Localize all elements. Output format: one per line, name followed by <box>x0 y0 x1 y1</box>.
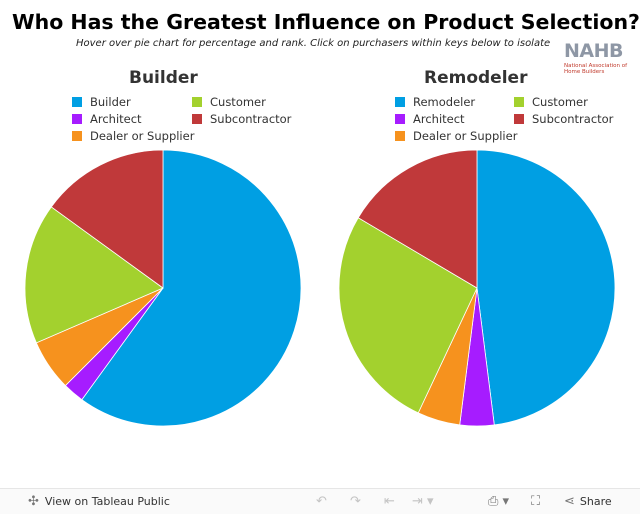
download-button[interactable]: ⎙ ▾ <box>488 489 509 514</box>
legend-swatch <box>395 131 405 141</box>
page-title: Who Has the Greatest Influence on Produc… <box>12 10 640 34</box>
legend-item-dealer[interactable]: Dealer or Supplier <box>72 129 194 143</box>
pie-slice-remodeler[interactable] <box>476 149 616 426</box>
revert-button[interactable]: ⇤ <box>384 489 395 514</box>
undo-icon: ↶ <box>316 494 327 509</box>
pie-charts <box>24 149 616 427</box>
legend-swatch <box>514 114 524 124</box>
legend-item-dealer[interactable]: Dealer or Supplier <box>395 129 517 143</box>
share-icon: ⋖ <box>564 494 575 509</box>
chart-title-remodeler: Remodeler <box>424 68 528 88</box>
download-icon: ⎙ ▾ <box>488 494 510 509</box>
legend-swatch <box>192 114 202 124</box>
legend-item-remodeler[interactable]: Remodeler <box>395 95 475 109</box>
tableau-toolbar: ✣ View on Tableau Public ↶ ↷ ⇤ ⇥ ▾ ⎙ ▾ ⛶… <box>0 488 640 514</box>
redo-icon: ↷ <box>350 494 361 509</box>
share-button[interactable]: ⋖ Share <box>564 494 612 509</box>
page-subtitle: Hover over pie chart for percentage and … <box>76 38 551 49</box>
legend-swatch <box>514 97 524 107</box>
redo-button[interactable]: ↷ <box>350 489 361 514</box>
legend-item-subcontractor[interactable]: Subcontractor <box>514 112 613 126</box>
pie-slice-subcontractor[interactable] <box>50 149 164 289</box>
view-on-tableau-link[interactable]: ✣ View on Tableau Public <box>28 494 170 509</box>
forward-icon: ⇥ ▾ <box>412 494 434 509</box>
legend-item-builder[interactable]: Builder <box>72 95 131 109</box>
legend-swatch <box>192 97 202 107</box>
pie-slice-customer[interactable] <box>24 206 164 344</box>
revert-icon: ⇤ <box>384 494 395 509</box>
forward-button[interactable]: ⇥ ▾ <box>412 489 434 514</box>
tableau-icon: ✣ <box>28 494 39 509</box>
legend-item-subcontractor[interactable]: Subcontractor <box>192 112 291 126</box>
legend-swatch <box>72 131 82 141</box>
legend-swatch <box>72 114 82 124</box>
pie-slice-builder[interactable] <box>81 149 302 427</box>
legend-item-architect[interactable]: Architect <box>395 112 465 126</box>
legend-swatch <box>72 97 82 107</box>
undo-button[interactable]: ↶ <box>316 489 327 514</box>
legend-item-customer[interactable]: Customer <box>514 95 588 109</box>
pie-slice-customer[interactable] <box>338 217 478 414</box>
fullscreen-icon: ⛶ <box>531 494 541 509</box>
legend-item-architect[interactable]: Architect <box>72 112 142 126</box>
legend-swatch <box>395 114 405 124</box>
pie-slice-subcontractor[interactable] <box>357 149 478 289</box>
legend-swatch <box>395 97 405 107</box>
legend-item-customer[interactable]: Customer <box>192 95 266 109</box>
fullscreen-button[interactable]: ⛶ <box>531 489 540 514</box>
chart-title-builder: Builder <box>129 68 198 88</box>
nahb-logo: NAHB National Association of Home Builde… <box>564 40 628 76</box>
